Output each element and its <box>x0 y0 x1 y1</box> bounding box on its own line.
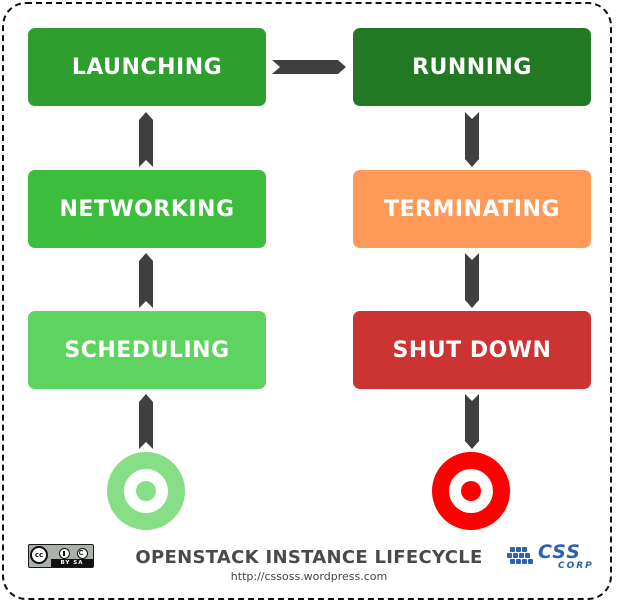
cc-by-icon <box>58 547 70 559</box>
source-url: http://cssoss.wordpress.com <box>230 570 388 583</box>
arrow-right-launching-to-running <box>272 60 346 74</box>
css-corp-grid-icon <box>507 547 533 564</box>
arrow-up-scheduling-to-networking <box>139 253 153 308</box>
cc-attribution-icons <box>55 547 91 559</box>
state-networking: NETWORKING <box>28 170 266 248</box>
state-shutdown: SHUT DOWN <box>353 311 591 389</box>
start-target-icon <box>107 452 185 530</box>
diagram-title: OPENSTACK INSTANCE LIFECYCLE <box>135 547 483 568</box>
cc-sa-icon <box>76 547 88 559</box>
css-corp-subtitle: CORP <box>558 561 594 571</box>
state-scheduling: SCHEDULING <box>28 311 266 389</box>
state-launching: LAUNCHING <box>28 28 266 106</box>
css-corp-brand: CSS <box>538 541 581 563</box>
cc-terms-label: BY SA <box>51 559 93 567</box>
arrow-up-start-to-scheduling <box>139 394 153 449</box>
arrow-down-running-to-terminating <box>465 112 479 167</box>
state-running: RUNNING <box>353 28 591 106</box>
arrow-down-shutdown-to-end <box>465 394 479 449</box>
arrow-down-terminating-to-shutdown <box>465 253 479 308</box>
state-terminating: TERMINATING <box>353 170 591 248</box>
start-target-dot <box>136 481 156 501</box>
arrow-up-networking-to-launching <box>139 112 153 167</box>
cc-license-badge-icon: cc BY SA <box>28 544 94 568</box>
end-target-dot <box>461 481 481 501</box>
css-corp-logo: CSS CORP <box>506 541 598 571</box>
cc-logo-icon: cc <box>30 546 48 564</box>
end-target-icon <box>432 452 510 530</box>
dashed-border-frame <box>2 2 612 600</box>
